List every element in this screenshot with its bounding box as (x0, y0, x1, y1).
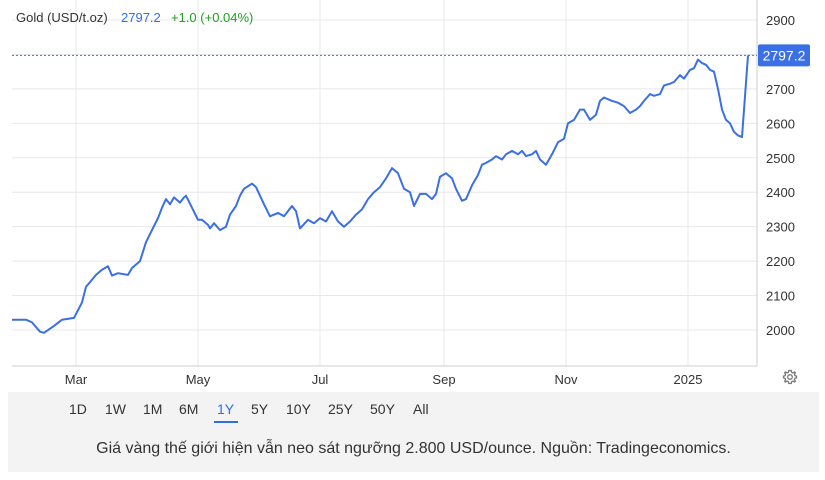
range-1w[interactable]: 1W (105, 401, 126, 417)
y-axis-ticks: 2000 2100 2200 2300 2400 2500 2600 2700 2900 (766, 13, 795, 338)
y-tick-label: 2500 (766, 151, 795, 166)
x-axis-ticks: Mar May Jul Sep Nov 2025 (65, 372, 703, 387)
y-tick-label: 2400 (766, 185, 795, 200)
y-tick-label: 2300 (766, 220, 795, 235)
range-1m[interactable]: 1M (143, 401, 163, 417)
grid-lines (12, 0, 757, 366)
x-tick-label: Sep (432, 372, 455, 387)
range-10y[interactable]: 10Y (286, 401, 311, 417)
range-6m[interactable]: 6M (179, 401, 199, 417)
y-tick-label: 2000 (766, 323, 795, 338)
price-tag-label: 2797.2 (763, 47, 806, 63)
gold-price-chart: 2000 2100 2200 2300 2400 2500 2600 2700 2900 Mar… (12, 0, 810, 387)
x-tick-label: May (186, 372, 211, 387)
x-tick-label: Jul (312, 372, 329, 387)
range-1y[interactable]: 1Y (217, 401, 235, 417)
time-range-selector: 1D 1W 1M 6M 1Y 5Y 10Y 25Y 50Y All (8, 392, 819, 426)
range-25y[interactable]: 25Y (328, 401, 353, 417)
instrument-name: Gold (USD/t.oz) (16, 10, 108, 25)
y-tick-label: 2600 (766, 116, 795, 131)
y-tick-label: 2100 (766, 289, 795, 304)
range-all[interactable]: All (413, 401, 429, 417)
price-change: +1.0 (+0.04%) (171, 10, 253, 25)
price-series-line (12, 55, 749, 334)
x-tick-label: Nov (554, 372, 578, 387)
range-5y[interactable]: 5Y (251, 401, 269, 417)
price-tag: 2797.2 (758, 44, 810, 67)
x-tick-label: Mar (65, 372, 88, 387)
x-tick-label: 2025 (674, 372, 703, 387)
range-50y[interactable]: 50Y (370, 401, 395, 417)
image-caption: Giá vàng thế giới hiện vẫn neo sát ngưỡn… (8, 426, 819, 472)
y-tick-label: 2700 (766, 82, 795, 97)
y-tick-label: 2900 (766, 13, 795, 28)
active-range-indicator (214, 421, 238, 423)
range-1d[interactable]: 1D (69, 401, 87, 417)
y-tick-label: 2200 (766, 254, 795, 269)
gear-icon[interactable] (782, 369, 798, 385)
current-price: 2797.2 (121, 10, 161, 25)
